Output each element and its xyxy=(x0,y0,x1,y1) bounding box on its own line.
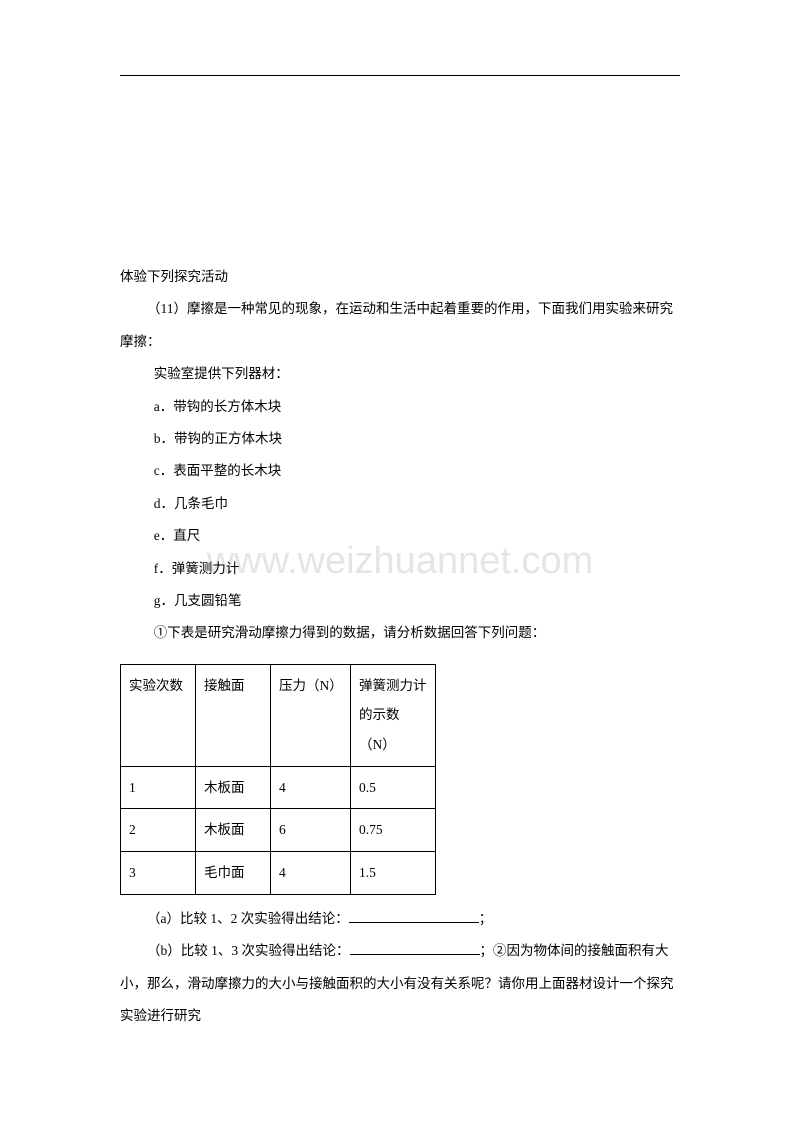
question-b: （b）比较 1、3 次实验得出结论：；②因为物体间的接触面积有大小，那么，滑动摩… xyxy=(120,935,680,1032)
qb-prefix: （b）比较 1、3 次实验得出结论： xyxy=(147,943,350,958)
item-c: c．表面平整的长木块 xyxy=(120,455,680,487)
table-cell: 1 xyxy=(121,766,196,809)
item-b: b．带钩的正方体木块 xyxy=(120,423,680,455)
question-1: ①下表是研究滑动摩擦力得到的数据，请分析数据回答下列问题： xyxy=(120,617,680,649)
section-title: 体验下列探究活动 xyxy=(120,261,680,293)
header-rule xyxy=(120,75,680,76)
item-e: e．直尺 xyxy=(120,520,680,552)
table-cell: 0.75 xyxy=(351,809,436,852)
question-a: （a）比较 1、2 次实验得出结论： ； xyxy=(120,903,680,935)
blank-fill xyxy=(350,942,480,956)
table-row: 3 毛巾面 4 1.5 xyxy=(121,852,436,895)
table-cell: 3 xyxy=(121,852,196,895)
intro-text: （11）摩擦是一种常见的现象，在运动和生活中起着重要的作用，下面我们用实验来研究… xyxy=(120,293,680,358)
table-cell: 毛巾面 xyxy=(196,852,271,895)
table-header-row: 实验次数 接触面 压力（N） 弹簧测力计的示数（N） xyxy=(121,664,436,766)
table-cell: 木板面 xyxy=(196,809,271,852)
table-cell: 2 xyxy=(121,809,196,852)
table-cell: 4 xyxy=(271,852,351,895)
qa-prefix: （a）比较 1、2 次实验得出结论： xyxy=(147,911,349,926)
experiment-table: 实验次数 接触面 压力（N） 弹簧测力计的示数（N） 1 木板面 4 0.5 2… xyxy=(120,664,436,895)
table-header: 接触面 xyxy=(196,664,271,766)
item-g: g．几支圆铅笔 xyxy=(120,585,680,617)
table-cell: 1.5 xyxy=(351,852,436,895)
table-cell: 0.5 xyxy=(351,766,436,809)
table-header: 弹簧测力计的示数（N） xyxy=(351,664,436,766)
table-cell: 4 xyxy=(271,766,351,809)
blank-fill xyxy=(349,909,479,923)
table-cell: 木板面 xyxy=(196,766,271,809)
lab-intro: 实验室提供下列器材： xyxy=(120,358,680,390)
table-header: 实验次数 xyxy=(121,664,196,766)
table-cell: 6 xyxy=(271,809,351,852)
table-header: 压力（N） xyxy=(271,664,351,766)
item-d: d．几条毛巾 xyxy=(120,488,680,520)
table-row: 2 木板面 6 0.75 xyxy=(121,809,436,852)
item-f: f．弹簧测力计 xyxy=(120,553,680,585)
item-a: a．带钩的长方体木块 xyxy=(120,391,680,423)
qa-suffix: ； xyxy=(479,911,493,926)
table-row: 1 木板面 4 0.5 xyxy=(121,766,436,809)
